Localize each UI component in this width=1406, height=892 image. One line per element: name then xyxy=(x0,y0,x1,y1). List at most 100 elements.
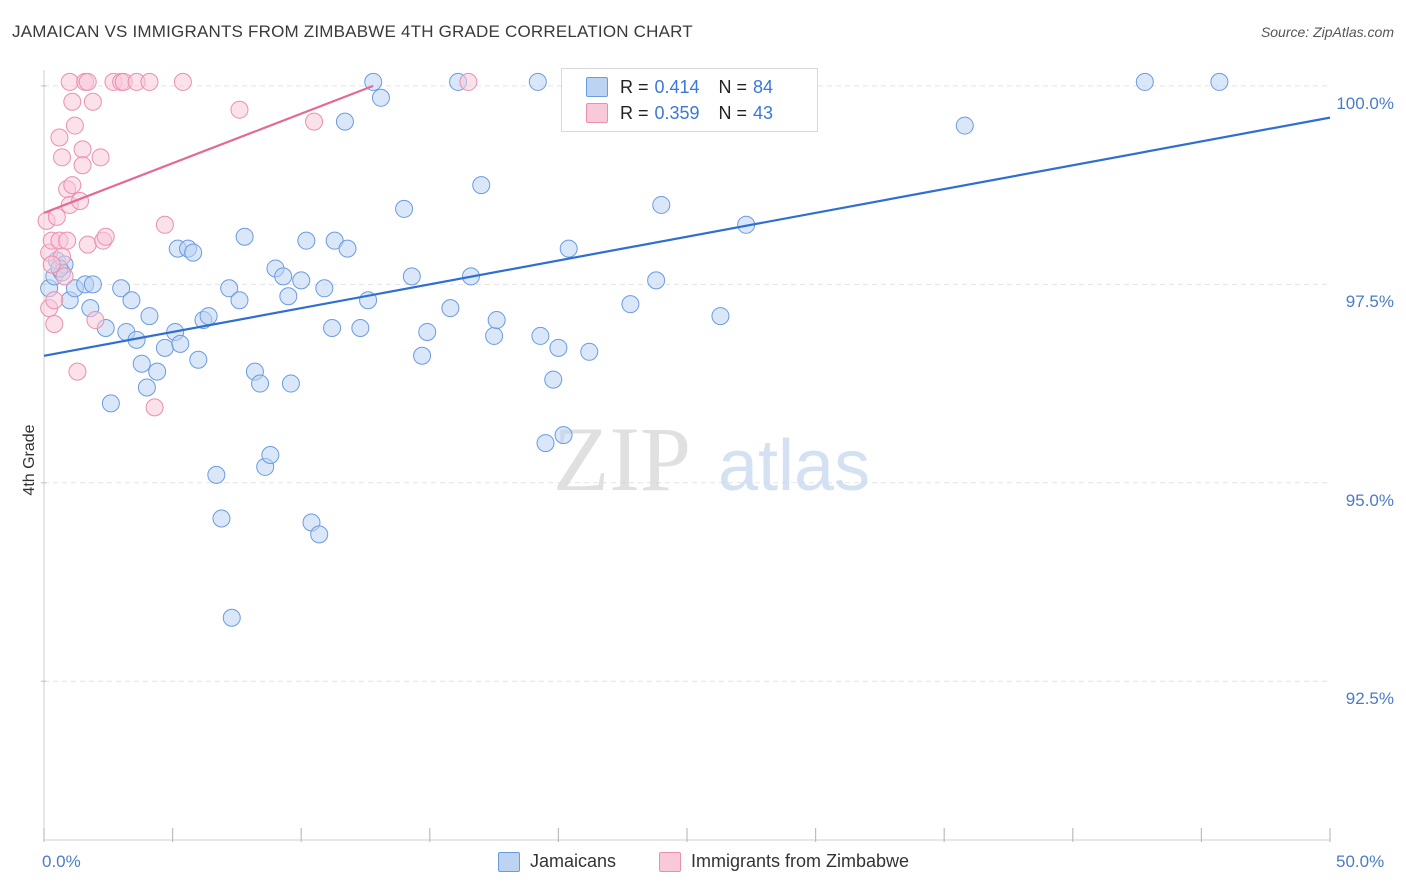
axes xyxy=(41,70,1331,842)
zimbabwe-trend-line xyxy=(43,84,374,214)
jamaican-point xyxy=(554,426,573,445)
jamaican-point xyxy=(101,394,120,413)
jamaican-point xyxy=(402,267,421,286)
jamaican-point xyxy=(148,362,167,381)
jamaican-point xyxy=(955,116,974,135)
jamaican-point xyxy=(413,346,432,365)
jamaican-point xyxy=(222,608,241,627)
zimbabwe-point xyxy=(173,72,192,91)
jamaican-point xyxy=(83,275,102,294)
jamaican-point xyxy=(122,291,141,310)
jamaican-point xyxy=(199,307,218,326)
jamaican-point xyxy=(621,295,640,314)
bottom-legend-zimbabwe: Immigrants from Zimbabwe xyxy=(659,851,909,872)
jamaican-point xyxy=(652,195,671,214)
legend-row-jamaicans: R = 0.414 N = 84 xyxy=(586,75,773,99)
zimbabwe-point xyxy=(58,231,77,250)
y-tick-label: 92.5% xyxy=(1345,689,1394,709)
legend-n-value: 84 xyxy=(753,76,774,97)
jamaican-point xyxy=(1135,72,1154,91)
chart-title: JAMAICAN VS IMMIGRANTS FROM ZIMBABWE 4TH… xyxy=(12,22,693,41)
legend-n-label: N = xyxy=(718,76,748,97)
zimbabwe-point xyxy=(45,315,64,334)
zimbabwe-point xyxy=(78,235,97,254)
zimbabwe-point xyxy=(50,128,69,147)
jamaican-point xyxy=(418,322,437,341)
watermark: ZIP atlas xyxy=(553,408,870,510)
data-points xyxy=(37,72,1229,627)
jamaican-point xyxy=(559,239,578,258)
legend-row-zimbabwe: R = 0.359 N = 43 xyxy=(586,101,773,125)
legend-r-label: R = xyxy=(620,76,649,97)
source-label: Source: ZipAtlas.com xyxy=(1260,24,1394,40)
zimbabwe-point xyxy=(45,291,64,310)
jamaican-point xyxy=(189,350,208,369)
jamaican-point xyxy=(140,307,159,326)
jamaican-point xyxy=(132,354,151,373)
jamaican-point xyxy=(315,279,334,298)
watermark-atlas: atlas xyxy=(718,426,870,506)
zimbabwe-point xyxy=(63,92,82,111)
jamaican-point xyxy=(647,271,666,290)
jamaican-point xyxy=(364,72,383,91)
jamaican-point xyxy=(112,279,131,298)
zimbabwe-point xyxy=(73,140,92,159)
jamaican-point xyxy=(220,279,239,298)
jamaican-point xyxy=(184,243,203,262)
watermark-zip: ZIP xyxy=(553,408,691,510)
x-tick-label-min: 0.0% xyxy=(42,852,81,871)
jamaican-point xyxy=(472,176,491,195)
zimbabwe-point xyxy=(65,116,84,135)
jamaican-point xyxy=(310,525,329,544)
jamaican-point xyxy=(212,509,231,528)
legend-swatch-blue xyxy=(586,77,608,97)
jamaican-point xyxy=(531,326,550,345)
bottom-legend-label: Jamaicans xyxy=(530,851,617,871)
jamaican-point xyxy=(281,374,300,393)
zimbabwe-point xyxy=(459,72,478,91)
zimbabwe-point xyxy=(63,176,82,195)
zimbabwe-point xyxy=(53,148,72,167)
jamaican-point xyxy=(235,227,254,246)
bottom-legend-swatch-blue xyxy=(498,851,520,872)
jamaican-point xyxy=(325,231,344,250)
stats-legend: R = 0.414 N = 84 R = 0.359 N = 43 xyxy=(561,68,818,132)
zimbabwe-point xyxy=(55,267,74,286)
trend-lines xyxy=(43,84,1331,357)
jamaican-point xyxy=(395,199,414,218)
zimbabwe-point xyxy=(83,92,102,111)
zimbabwe-point xyxy=(73,156,92,175)
jamaican-point xyxy=(371,88,390,107)
legend-n-label: N = xyxy=(718,102,748,123)
zimbabwe-point xyxy=(305,112,324,131)
y-tick-label: 95.0% xyxy=(1345,490,1394,510)
jamaican-point xyxy=(251,374,270,393)
zimbabwe-point xyxy=(155,215,174,234)
gridlines xyxy=(44,85,1330,682)
jamaican-point xyxy=(155,338,174,357)
zimbabwe-point xyxy=(78,72,97,91)
jamaican-point xyxy=(338,239,357,258)
jamaican-point xyxy=(292,271,311,290)
zimbabwe-point xyxy=(91,148,110,167)
jamaican-point xyxy=(441,299,460,318)
jamaican-point xyxy=(487,311,506,330)
jamaican-point xyxy=(230,291,249,310)
legend-r-value: 0.359 xyxy=(654,102,700,123)
jamaican-point xyxy=(274,267,293,286)
legend-r-value: 0.414 xyxy=(654,76,700,97)
jamaican-point xyxy=(137,378,156,397)
legend-swatch-pink xyxy=(586,103,608,123)
bottom-legend-swatch-pink xyxy=(659,851,681,872)
jamaican-trend-line xyxy=(43,116,1331,357)
jamaican-point xyxy=(335,112,354,131)
bottom-legend-jamaicans: Jamaicans xyxy=(498,851,616,872)
y-tick-label: 97.5% xyxy=(1345,292,1394,312)
x-tick-label-max: 50.0% xyxy=(1336,852,1385,871)
bottom-legend-label: Immigrants from Zimbabwe xyxy=(691,851,910,871)
jamaican-point xyxy=(351,318,370,337)
y-tick-label: 100.0% xyxy=(1336,93,1394,113)
legend-r-label: R = xyxy=(620,102,649,123)
zimbabwe-point xyxy=(140,72,159,91)
